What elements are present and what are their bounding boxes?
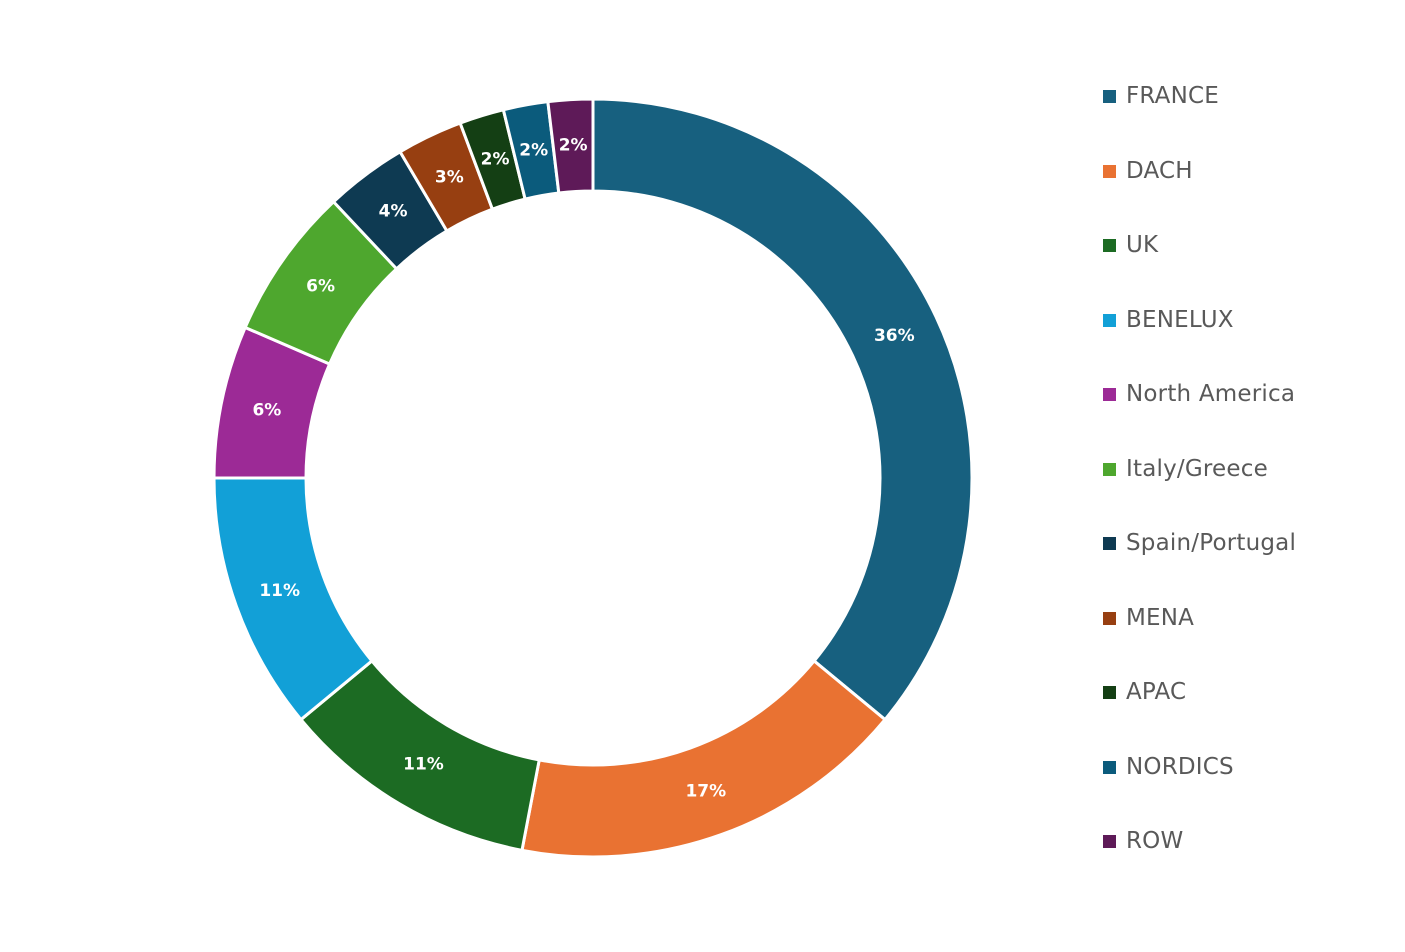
- data-label-row: 2%: [559, 136, 588, 156]
- legend-swatch: [1103, 313, 1116, 327]
- legend-item-italy-greece: Italy/Greece: [1103, 445, 1296, 520]
- legend-item-row: ROW: [1103, 817, 1296, 892]
- slice-france: [591, 97, 974, 722]
- legend-item-north-america: North America: [1103, 370, 1296, 445]
- legend-swatch: [1103, 462, 1116, 476]
- legend-item-spain-portugal: Spain/Portugal: [1103, 519, 1296, 594]
- legend-swatch: [1103, 537, 1116, 550]
- legend-swatch: [1103, 239, 1116, 252]
- data-label-apac: 2%: [481, 150, 510, 170]
- legend-item-apac: APAC: [1103, 668, 1296, 743]
- legend-item-dach: DACH: [1103, 147, 1296, 222]
- donut-labels: 36% 17% 11% 11% 6% 6% 4% 3% 2% 2% 2%: [252, 136, 914, 802]
- legend-label: ROW: [1126, 828, 1184, 854]
- slice-dach: [520, 658, 888, 859]
- data-label-benelux: 11%: [259, 581, 300, 601]
- legend-label: FRANCE: [1126, 83, 1220, 109]
- data-label-uk: 11%: [403, 755, 444, 775]
- legend-label: Italy/Greece: [1126, 455, 1268, 482]
- legend-label: DACH: [1126, 157, 1193, 184]
- legend-label: Spain/Portugal: [1126, 530, 1297, 556]
- legend-swatch: [1103, 611, 1116, 625]
- data-label-nordics: 2%: [519, 140, 548, 160]
- data-label-italy-greece: 6%: [306, 277, 335, 297]
- data-label-france: 36%: [874, 326, 915, 346]
- legend-item-france: FRANCE: [1103, 72, 1296, 147]
- legend-swatch: [1103, 686, 1116, 699]
- legend-swatch: [1103, 388, 1116, 401]
- legend-label: BENELUX: [1126, 306, 1234, 333]
- data-label-mena: 3%: [435, 168, 464, 188]
- legend-label: NORDICS: [1126, 753, 1234, 780]
- data-label-dach: 17%: [685, 781, 726, 801]
- data-label-spain-portugal: 4%: [379, 202, 408, 222]
- legend-swatch: [1103, 760, 1116, 774]
- slice-row: [546, 97, 595, 195]
- legend-label: APAC: [1126, 679, 1187, 705]
- legend-swatch: [1103, 164, 1116, 178]
- legend-item-nordics: NORDICS: [1103, 743, 1296, 818]
- legend-label: North America: [1126, 381, 1296, 407]
- legend-item-uk: UK: [1103, 221, 1296, 296]
- donut-slices: [212, 97, 974, 859]
- legend-swatch: [1103, 835, 1116, 848]
- legend-item-benelux: BENELUX: [1103, 296, 1296, 371]
- data-label-north-america: 6%: [252, 400, 281, 420]
- legend-label: UK: [1126, 232, 1159, 258]
- legend-label: MENA: [1126, 604, 1195, 631]
- legend-item-mena: MENA: [1103, 594, 1296, 669]
- legend-swatch: [1103, 90, 1116, 103]
- chart-legend: FRANCE DACH UK BENELUX North America Italy/Gr…: [1103, 72, 1296, 892]
